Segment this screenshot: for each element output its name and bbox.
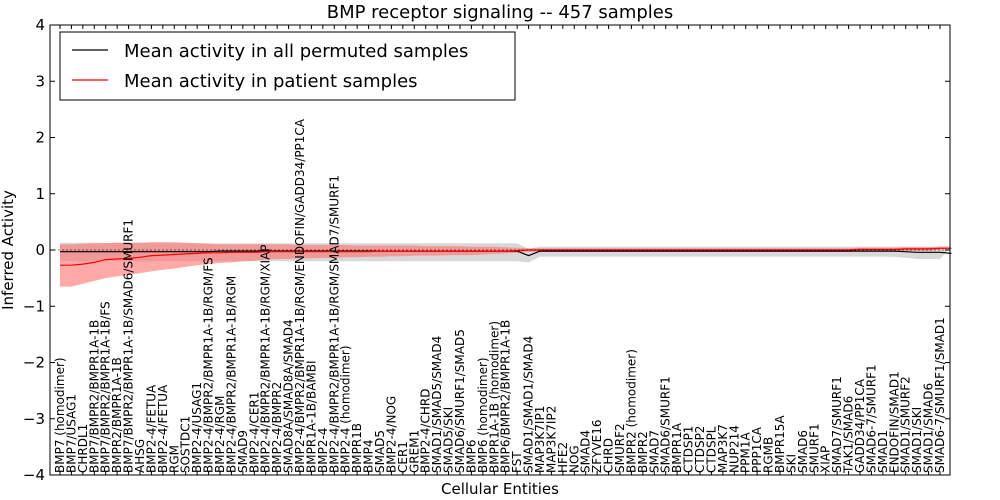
xtick-label: SOSTDC1 — [179, 416, 193, 473]
xtick-label: SMURF1 — [807, 423, 821, 473]
xtick-label: SMAD5 — [373, 430, 387, 473]
xtick-label: SMAD6/SMURF1/SMAD5 — [453, 329, 467, 473]
xtick-label: BMP2-4/FETUA — [156, 384, 170, 473]
xtick-label: BMP2-4/RGM — [213, 396, 227, 473]
xtick-label: BMP2-4 (homodimer) — [339, 345, 353, 473]
confidence-bands — [60, 242, 952, 287]
ytick-label: −2 — [23, 354, 45, 372]
xtick-label: BMP7/BMPR2/BMPR1A-1B/SMAD6/SMURF1 — [122, 219, 136, 473]
xtick-label: SMAD5/SKI — [442, 407, 456, 473]
xtick-label: FST — [510, 451, 524, 473]
xtick-label: BMPR2 — [636, 431, 650, 473]
legend-label-patient: Mean activity in patient samples — [124, 71, 418, 92]
xtick-label: SMAD7/SMURF1 — [830, 376, 844, 473]
xtick-label: GREM1 — [407, 430, 421, 473]
xtick-label: MAP3K7 — [716, 424, 730, 473]
xtick-label: PPP1CA — [750, 426, 764, 473]
ytick-label: 3 — [35, 72, 45, 90]
xtick-label: BMP6 — [464, 440, 478, 473]
xtick-label: AHSG — [133, 439, 147, 473]
xtick-label: MAP3K7IP2 — [544, 406, 558, 473]
y-axis-label: Inferred Activity — [0, 190, 17, 310]
xtick-label: NOG — [567, 445, 581, 473]
xtick-label: SMAD6-7/SMURF1 — [864, 364, 878, 473]
ytick-label: 2 — [35, 129, 45, 147]
xtick-label: BMP2-4/USAG1 — [190, 382, 204, 473]
xtick-label: SMAD1 — [876, 430, 890, 473]
xtick-label: MAP3K7IP1 — [533, 406, 547, 473]
xtick-label: XIAP — [819, 446, 833, 473]
xtick-label: SMAD1/SMAD5/SMAD4 — [430, 336, 444, 473]
ytick-label: −3 — [23, 410, 45, 428]
xtick-label: BMP2-4/BMPR2/BMPR1A-1B/RGM/FS — [202, 257, 216, 473]
ytick-label: −1 — [23, 297, 45, 315]
xtick-label: SMAD9 — [236, 430, 250, 473]
xtick-label: BMP2-4/FETUA — [144, 384, 158, 473]
ytick-label: 4 — [35, 16, 45, 34]
xtick-label: GADD34/PP1CA — [853, 378, 867, 473]
xtick-label: BMP6/BMPR2/BMPR1A-1B — [499, 320, 513, 473]
legend: Mean activity in all permuted samples Me… — [59, 31, 516, 101]
xtick-label: BMP2-4 — [316, 428, 330, 473]
xtick-label: BMP2-4/CER1 — [247, 392, 261, 473]
x-axis-ticks: BMP7 (homodimer)BMP7/USAG1CHRDL1BMP7/BMP… — [53, 25, 947, 475]
xtick-label: BMP2-4/BMPR2 — [270, 382, 284, 473]
legend-box — [59, 31, 516, 101]
xtick-label: BMP7/BMPR2/BMPR1A-1B — [87, 320, 101, 473]
ytick-label: 1 — [35, 185, 45, 203]
xtick-label: CHRDL1 — [76, 424, 90, 473]
xtick-label: BMPR15A — [773, 415, 787, 473]
xtick-label: SMAD1/SMURF2 — [899, 376, 913, 473]
xtick-label: CER1 — [396, 441, 410, 473]
xtick-label: BMPR1A — [670, 422, 684, 473]
xtick-label: BMP7/USAG1 — [64, 394, 78, 473]
xtick-label: SMAD1/SKI — [910, 407, 924, 473]
xtick-label: BMP6 (homodimer) — [476, 357, 490, 473]
xtick-label: CTDSP1 — [682, 426, 696, 473]
xtick-label: BMPR2 (homodimer) — [624, 349, 638, 473]
xtick-label: BMP2-4/BMPR2/BMPR1A-1B/RGM/SMAD7/SMURF1 — [327, 175, 341, 473]
xtick-label: PPM1A — [739, 432, 753, 473]
xtick-label: HFE2 — [556, 442, 570, 473]
xtick-label: SMAD4 — [579, 430, 593, 473]
xtick-label: BMPR2/BMPR1A-1B — [110, 357, 124, 473]
xtick-label: NUP214 — [727, 425, 741, 473]
xtick-label: BMP7/BMPR2/BMPR1A-1B/FS — [99, 301, 113, 473]
band-series-1 — [60, 242, 952, 287]
xtick-label: RGMB — [762, 437, 776, 473]
xtick-label: BMP2-4/NOG — [384, 396, 398, 473]
xtick-label: CTDSP2 — [693, 426, 707, 473]
xtick-label: SKI — [784, 454, 798, 473]
xtick-label: SMURF2 — [613, 423, 627, 473]
xtick-label: BMPR1B — [350, 423, 364, 473]
xtick-label: BMPR1A-1B/BAMBI — [304, 360, 318, 473]
ytick-label: −4 — [23, 466, 45, 484]
xtick-label: BMP2-4/CHRD — [419, 389, 433, 473]
xtick-label: CHRD — [602, 438, 616, 473]
xtick-label: SMAD1/SMAD1/SMAD4 — [522, 336, 536, 473]
xtick-label: BMP2-4/BMPR2/BMPR1A-1B/RGM/XIAP — [259, 244, 273, 473]
xtick-label: ENDOFIN/SMAD1 — [887, 371, 901, 473]
xtick-label: RGM — [167, 445, 181, 473]
xtick-label: SMAD6 — [796, 430, 810, 473]
xtick-label: TAK1/SMAD6 — [842, 396, 856, 474]
xtick-label: CTDSPL — [704, 426, 718, 473]
xtick-label: BMP2-4/BMPR2/BMPR1A-1B/RGM/ENDOFIN/GADD3… — [293, 118, 307, 473]
xtick-label: SMAD8A/SMAD8A/SMAD4 — [282, 319, 296, 473]
x-axis-label: Cellular Entities — [441, 480, 559, 498]
xtick-label: BMP4 — [362, 440, 376, 473]
xtick-label: SMAD6-7/SMURF1/SMAD1 — [933, 317, 947, 473]
xtick-label: ZFYVE16 — [590, 419, 604, 473]
xtick-label: SMAD7 — [647, 430, 661, 473]
xtick-label: SMAD6/SMURF1 — [659, 376, 673, 473]
ytick-label: 0 — [35, 241, 45, 259]
xtick-label: BMP7 (homodimer) — [53, 357, 67, 473]
xtick-label: SMAD1/SMAD6 — [922, 383, 936, 473]
xtick-label: BMP2-4/BMPR2/BMPR1A-1B/RGM — [224, 276, 238, 473]
y-axis-ticks: −4 −3 −2 −1 0 1 2 3 4 — [23, 16, 950, 484]
legend-label-permuted: Mean activity in all permuted samples — [124, 41, 468, 62]
chart-title: BMP receptor signaling -- 457 samples — [327, 2, 674, 23]
xtick-label: BMPR1A-1B (homodimer) — [487, 321, 501, 473]
